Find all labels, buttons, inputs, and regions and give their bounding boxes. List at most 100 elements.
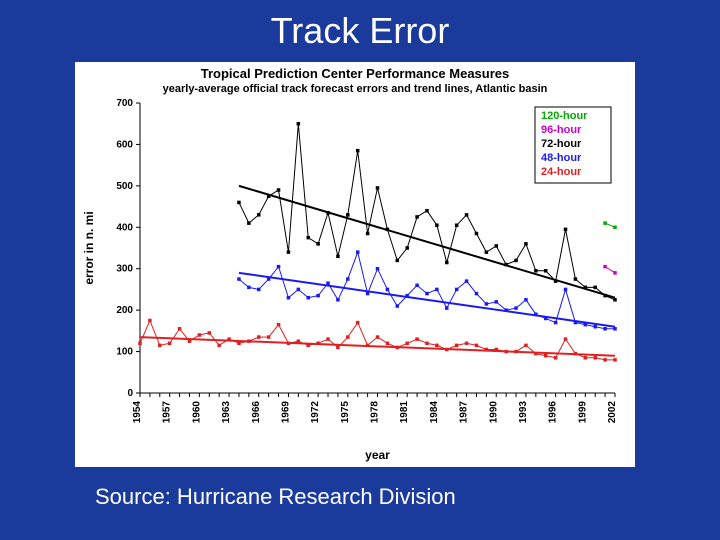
series-marker-24-hour xyxy=(593,356,597,360)
series-marker-72-hour xyxy=(247,221,251,225)
series-marker-72-hour xyxy=(475,232,479,236)
series-marker-72-hour xyxy=(574,277,578,281)
series-marker-72-hour xyxy=(277,188,281,192)
y-tick-label: 700 xyxy=(116,98,133,109)
y-tick-label: 200 xyxy=(116,305,133,316)
series-marker-48-hour xyxy=(316,294,320,298)
series-marker-24-hour xyxy=(356,321,360,325)
series-marker-72-hour xyxy=(346,213,350,217)
series-marker-96-hour xyxy=(603,265,607,269)
y-tick-label: 600 xyxy=(116,139,133,150)
series-marker-48-hour xyxy=(445,306,449,310)
legend-item-72-hour: 72-hour xyxy=(541,138,582,150)
series-marker-48-hour xyxy=(415,284,419,288)
legend-item-120-hour: 120-hour xyxy=(541,110,588,122)
series-marker-24-hour xyxy=(603,358,607,362)
series-marker-72-hour xyxy=(534,269,538,273)
series-marker-48-hour xyxy=(356,250,360,254)
series-marker-72-hour xyxy=(405,246,409,250)
series-marker-120-hour xyxy=(603,221,607,225)
x-tick-label: 1963 xyxy=(221,401,232,424)
series-marker-24-hour xyxy=(425,342,429,346)
series-marker-24-hour xyxy=(178,327,182,331)
series-marker-48-hour xyxy=(346,277,350,281)
series-marker-48-hour xyxy=(603,327,607,331)
series-marker-72-hour xyxy=(485,250,489,254)
series-marker-48-hour xyxy=(425,292,429,296)
series-marker-48-hour xyxy=(257,288,261,292)
y-tick-label: 400 xyxy=(116,222,133,233)
series-marker-24-hour xyxy=(544,354,548,358)
series-marker-72-hour xyxy=(445,261,449,265)
legend-item-48-hour: 48-hour xyxy=(541,152,582,164)
series-marker-72-hour xyxy=(544,269,548,273)
series-marker-72-hour xyxy=(297,122,301,126)
x-tick-label: 1978 xyxy=(370,401,381,424)
series-marker-48-hour xyxy=(297,288,301,292)
x-tick-label: 1996 xyxy=(548,401,559,424)
series-marker-72-hour xyxy=(306,236,310,240)
x-tick-label: 1975 xyxy=(340,401,351,424)
series-marker-72-hour xyxy=(257,213,261,217)
series-marker-24-hour xyxy=(168,342,172,346)
series-marker-24-hour xyxy=(465,342,469,346)
source-line: Source: Hurricane Research Division xyxy=(95,484,456,510)
series-marker-48-hour xyxy=(237,277,241,281)
x-tick-label: 1969 xyxy=(280,401,291,424)
series-marker-72-hour xyxy=(465,213,469,217)
series-marker-48-hour xyxy=(376,267,380,271)
x-tick-label: 1999 xyxy=(577,401,588,424)
series-marker-72-hour xyxy=(366,232,370,236)
slide: Track Error Tropical Prediction Center P… xyxy=(0,0,720,540)
series-marker-48-hour xyxy=(435,288,439,292)
series-marker-24-hour xyxy=(326,337,330,341)
chart-subtitle: yearly-average official track forecast e… xyxy=(75,83,635,95)
series-marker-48-hour xyxy=(277,265,281,269)
series-marker-24-hour xyxy=(158,344,162,348)
x-tick-label: 1987 xyxy=(459,401,470,424)
series-marker-24-hour xyxy=(475,344,479,348)
series-marker-24-hour xyxy=(138,342,142,346)
series-marker-24-hour xyxy=(237,342,241,346)
chart-title: Tropical Prediction Center Performance M… xyxy=(75,66,635,81)
x-tick-label: 2002 xyxy=(607,401,618,424)
y-tick-label: 100 xyxy=(116,347,133,358)
y-tick-label: 500 xyxy=(116,181,133,192)
x-tick-label: 1957 xyxy=(162,401,173,424)
series-marker-48-hour xyxy=(514,306,518,310)
series-marker-24-hour xyxy=(455,344,459,348)
x-tick-label: 1981 xyxy=(399,401,410,424)
series-marker-72-hour xyxy=(376,186,380,190)
x-tick-label: 1984 xyxy=(429,401,440,424)
x-tick-label: 1990 xyxy=(488,401,499,424)
series-marker-48-hour xyxy=(287,296,291,300)
series-marker-48-hour xyxy=(613,327,617,331)
series-marker-24-hour xyxy=(267,335,271,339)
y-tick-label: 300 xyxy=(116,264,133,275)
series-marker-24-hour xyxy=(435,344,439,348)
x-tick-label: 1954 xyxy=(132,401,143,424)
x-tick-label: 1972 xyxy=(310,401,321,424)
y-axis-label: error in n. mi xyxy=(82,211,96,284)
series-marker-72-hour xyxy=(455,223,459,227)
chart-panel: Tropical Prediction Center Performance M… xyxy=(75,62,635,467)
series-marker-24-hour xyxy=(277,323,281,327)
x-tick-label: 1966 xyxy=(251,401,262,424)
series-marker-72-hour xyxy=(287,250,291,254)
series-marker-72-hour xyxy=(495,244,499,248)
series-marker-24-hour xyxy=(415,337,419,341)
series-marker-72-hour xyxy=(524,242,528,246)
series-marker-48-hour xyxy=(306,296,310,300)
series-marker-120-hour xyxy=(613,226,617,230)
series-marker-48-hour xyxy=(386,288,390,292)
series-marker-24-hour xyxy=(198,333,202,337)
series-marker-48-hour xyxy=(495,300,499,304)
series-marker-48-hour xyxy=(554,321,558,325)
series-marker-24-hour xyxy=(346,335,350,339)
x-axis-label: year xyxy=(365,448,390,462)
series-marker-24-hour xyxy=(405,342,409,346)
series-marker-24-hour xyxy=(376,335,380,339)
series-marker-72-hour xyxy=(237,201,241,205)
series-marker-24-hour xyxy=(257,335,261,339)
x-tick-label: 1993 xyxy=(518,401,529,424)
